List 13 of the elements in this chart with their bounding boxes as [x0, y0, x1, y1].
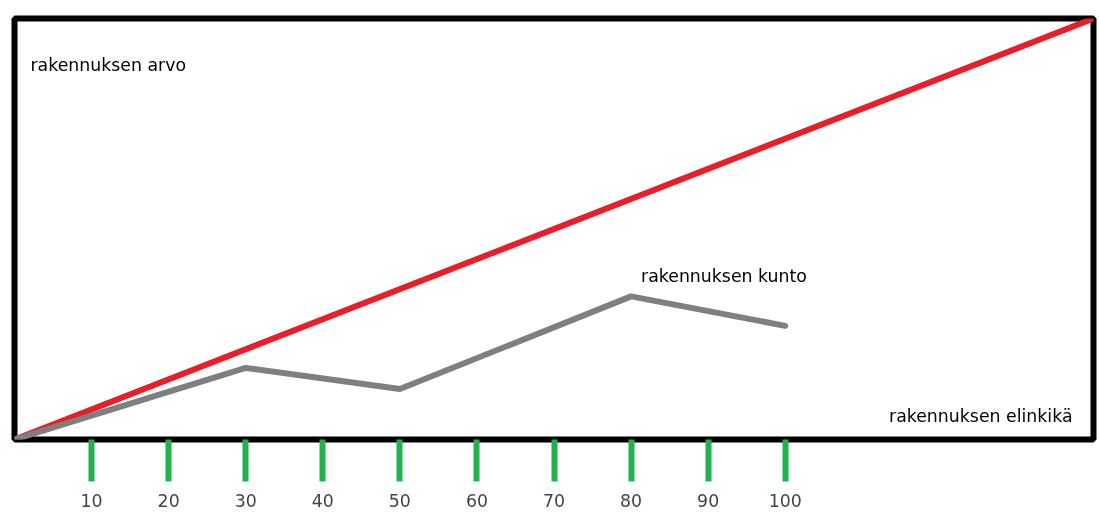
x-axis-title: rakennuksen elinkikä — [889, 405, 1073, 426]
x-tick-label: 70 — [542, 490, 566, 511]
x-tick-label: 40 — [311, 490, 334, 511]
x-tick-label: 20 — [157, 490, 180, 511]
x-tick-label: 80 — [620, 490, 643, 511]
x-tick-label: 10 — [80, 490, 103, 511]
x-tick-label: 50 — [388, 490, 411, 511]
x-tick-label: 30 — [234, 490, 257, 511]
series-label: rakennuksen kunto — [641, 266, 807, 287]
y-axis-title: rakennuksen arvo — [30, 54, 187, 75]
x-tick-label: 90 — [697, 490, 720, 511]
x-tick-label: 60 — [465, 490, 488, 511]
x-tick-label: 100 — [768, 490, 802, 511]
